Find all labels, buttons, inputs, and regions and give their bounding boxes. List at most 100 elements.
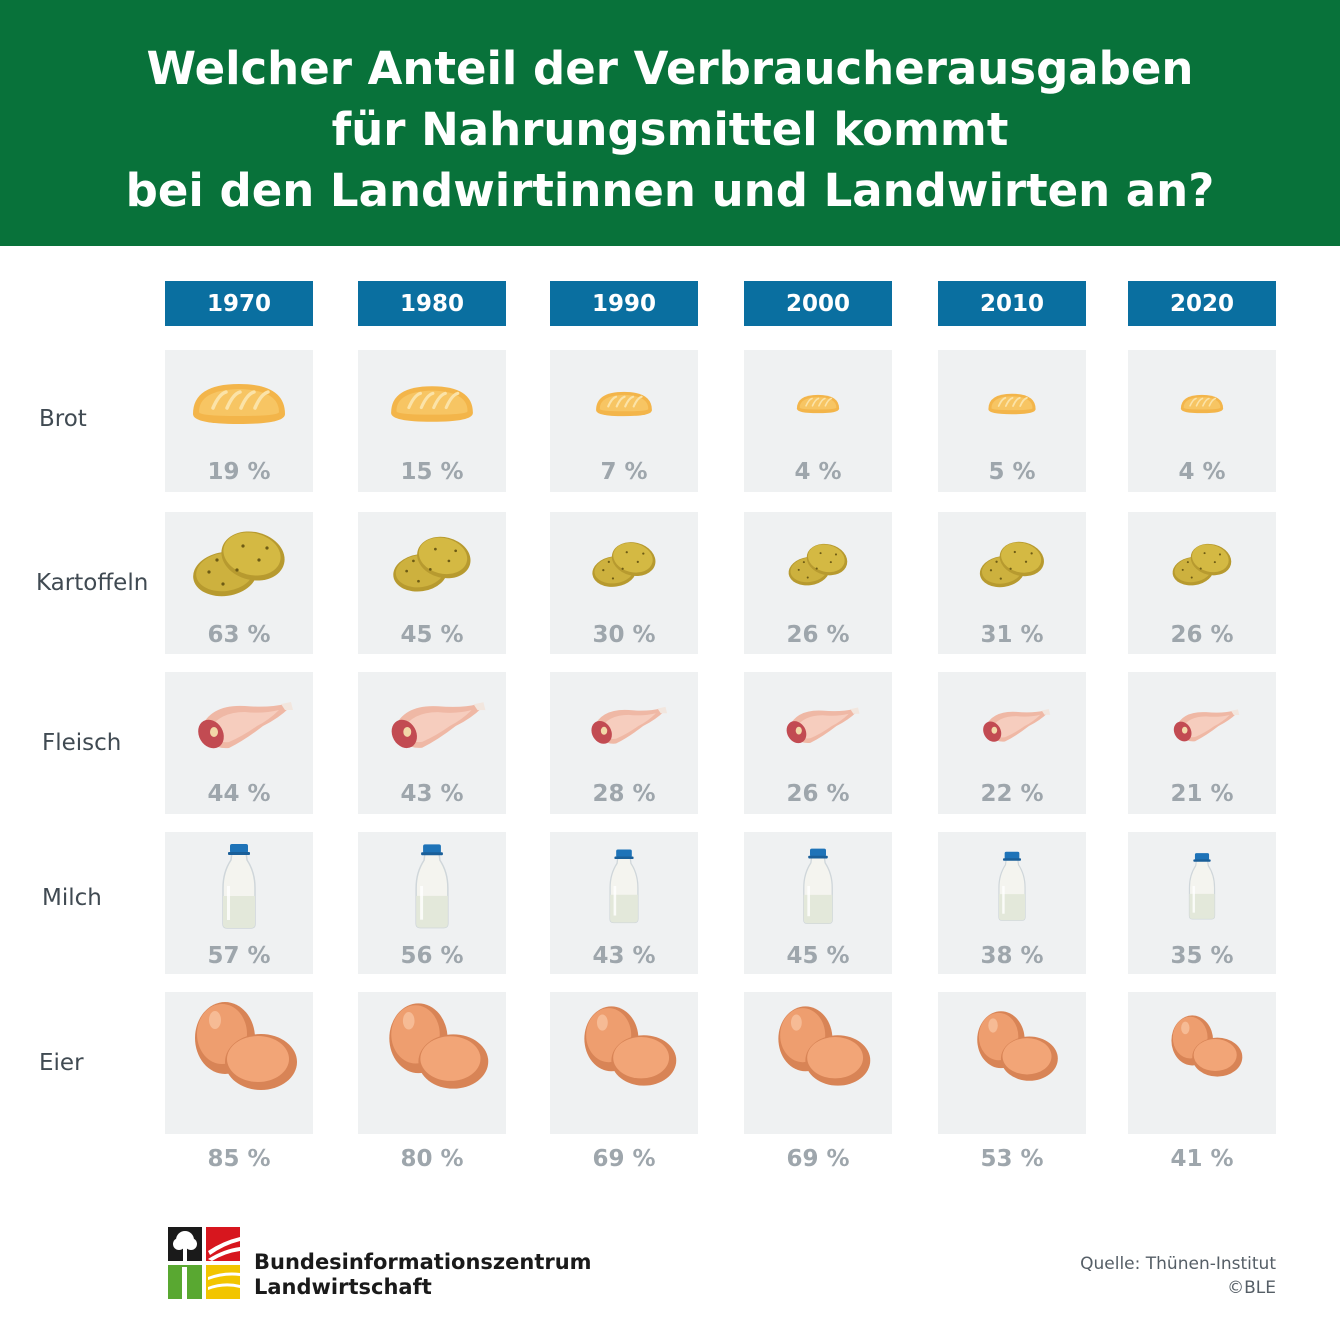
bread-icon	[596, 391, 652, 417]
eggs-icon	[584, 1006, 677, 1086]
value-label: 43 %	[400, 781, 464, 807]
value-label: 45 %	[786, 943, 850, 969]
copyright-line: ©BLE	[1227, 1278, 1276, 1298]
eggs-icon	[1171, 1015, 1243, 1077]
meat-icon	[391, 702, 486, 749]
table-cell	[550, 992, 698, 1134]
bread-icon	[796, 394, 840, 414]
meat-icon	[591, 706, 668, 744]
value-label: 15 %	[400, 459, 464, 485]
value-label: 45 %	[400, 622, 464, 648]
meat-icon	[198, 702, 293, 749]
table-cell	[550, 350, 698, 492]
table-cell	[744, 512, 892, 654]
org-line: Landwirtschaft	[254, 1275, 432, 1299]
potato-icon	[592, 542, 656, 587]
meat-icon	[786, 707, 860, 744]
source-note: Quelle: Thünen-Institut ©BLE	[1080, 1252, 1276, 1300]
table-cell	[165, 350, 313, 492]
value-label: 7 %	[600, 459, 648, 485]
value-label: 53 %	[980, 1146, 1044, 1172]
milk-bottle-icon	[998, 851, 1026, 921]
potato-icon	[788, 543, 848, 586]
table-cell	[744, 832, 892, 974]
table-cell	[744, 350, 892, 492]
table-cell	[938, 832, 1086, 974]
milk-bottle-icon	[609, 849, 639, 924]
row-label-kartoffeln: Kartoffeln	[36, 570, 149, 596]
value-label: 26 %	[786, 622, 850, 648]
table-cell	[550, 512, 698, 654]
chart-title: Welcher Anteil der Verbraucherausgaben f…	[40, 38, 1300, 221]
year-header-1990: 1990	[550, 281, 698, 326]
table-cell	[358, 992, 506, 1134]
value-label: 21 %	[1170, 781, 1234, 807]
potato-icon	[393, 536, 471, 592]
year-header-2000: 2000	[744, 281, 892, 326]
table-cell	[1128, 350, 1276, 492]
value-label: 28 %	[592, 781, 656, 807]
organisation-name: Bundesinformationszentrum Landwirtschaft	[254, 1250, 592, 1300]
title-banner: Welcher Anteil der Verbraucherausgaben f…	[0, 0, 1340, 246]
value-label: 41 %	[1170, 1146, 1234, 1172]
value-label: 4 %	[1178, 459, 1226, 485]
eggs-icon	[195, 1002, 297, 1090]
value-label: 22 %	[980, 781, 1044, 807]
milk-bottle-icon	[1188, 853, 1216, 920]
bzl-logo-icon	[168, 1227, 240, 1299]
row-label-milch: Milch	[42, 885, 102, 911]
potato-icon	[979, 541, 1044, 588]
table-cell	[165, 512, 313, 654]
table-cell	[165, 672, 313, 814]
bread-icon	[193, 384, 285, 424]
potato-icon	[1172, 543, 1232, 586]
year-header-1980: 1980	[358, 281, 506, 326]
value-label: 43 %	[592, 943, 656, 969]
table-cell	[938, 992, 1086, 1134]
potato-icon	[193, 531, 285, 597]
value-label: 4 %	[794, 459, 842, 485]
eggs-icon	[778, 1006, 871, 1086]
table-cell	[358, 832, 506, 974]
value-label: 5 %	[988, 459, 1036, 485]
table-cell	[938, 512, 1086, 654]
value-label: 19 %	[207, 459, 271, 485]
table-cell	[938, 672, 1086, 814]
value-label: 30 %	[592, 622, 656, 648]
year-header-2020: 2020	[1128, 281, 1276, 326]
value-label: 80 %	[400, 1146, 464, 1172]
year-header-1970: 1970	[165, 281, 313, 326]
source-line: Quelle: Thünen-Institut	[1080, 1254, 1276, 1274]
table-cell	[1128, 992, 1276, 1134]
bread-icon	[1180, 394, 1224, 414]
table-cell	[744, 672, 892, 814]
table-cell	[744, 992, 892, 1134]
value-label: 26 %	[786, 781, 850, 807]
title-line: Welcher Anteil der Verbraucherausgaben	[146, 42, 1194, 95]
value-label: 69 %	[592, 1146, 656, 1172]
org-line: Bundesinformationszentrum	[254, 1250, 592, 1274]
value-label: 31 %	[980, 622, 1044, 648]
table-cell	[358, 512, 506, 654]
row-label-fleisch: Fleisch	[42, 730, 122, 756]
table-cell	[165, 832, 313, 974]
eggs-icon	[977, 1011, 1058, 1081]
value-label: 85 %	[207, 1146, 271, 1172]
eggs-icon	[389, 1003, 489, 1089]
value-label: 63 %	[207, 622, 271, 648]
table-cell	[938, 350, 1086, 492]
table-cell	[165, 992, 313, 1134]
meat-icon	[983, 709, 1051, 742]
row-label-brot: Brot	[39, 406, 87, 432]
table-cell	[1128, 672, 1276, 814]
table-cell	[1128, 512, 1276, 654]
table-cell	[358, 672, 506, 814]
milk-bottle-icon	[415, 844, 449, 929]
value-label: 69 %	[786, 1146, 850, 1172]
value-label: 38 %	[980, 943, 1044, 969]
title-line: bei den Landwirtinnen und Landwirten an?	[125, 164, 1215, 217]
row-label-eier: Eier	[39, 1050, 84, 1076]
table-cell	[550, 672, 698, 814]
value-label: 44 %	[207, 781, 271, 807]
value-label: 57 %	[207, 943, 271, 969]
